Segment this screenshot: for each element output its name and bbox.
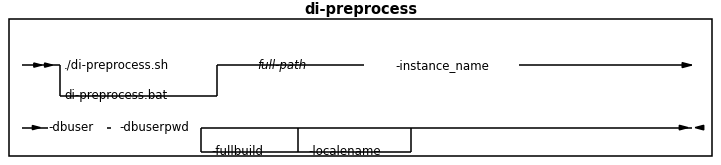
Text: -dbuserpwd: -dbuserpwd <box>120 121 190 134</box>
Text: di-preprocess.bat: di-preprocess.bat <box>64 89 167 102</box>
Polygon shape <box>682 63 691 68</box>
Text: -dbuser: -dbuser <box>48 121 94 134</box>
Text: di-preprocess: di-preprocess <box>304 2 417 17</box>
Polygon shape <box>45 63 53 67</box>
Text: -instance_name: -instance_name <box>395 59 489 72</box>
Polygon shape <box>32 126 40 130</box>
Polygon shape <box>34 63 42 67</box>
Polygon shape <box>679 125 688 130</box>
Text: full-path: full-path <box>257 59 306 72</box>
Text: -fullbuild: -fullbuild <box>211 145 264 158</box>
Polygon shape <box>695 125 704 130</box>
Text: ./di-preprocess.sh: ./di-preprocess.sh <box>64 59 169 72</box>
Text: -localename: -localename <box>309 145 381 158</box>
